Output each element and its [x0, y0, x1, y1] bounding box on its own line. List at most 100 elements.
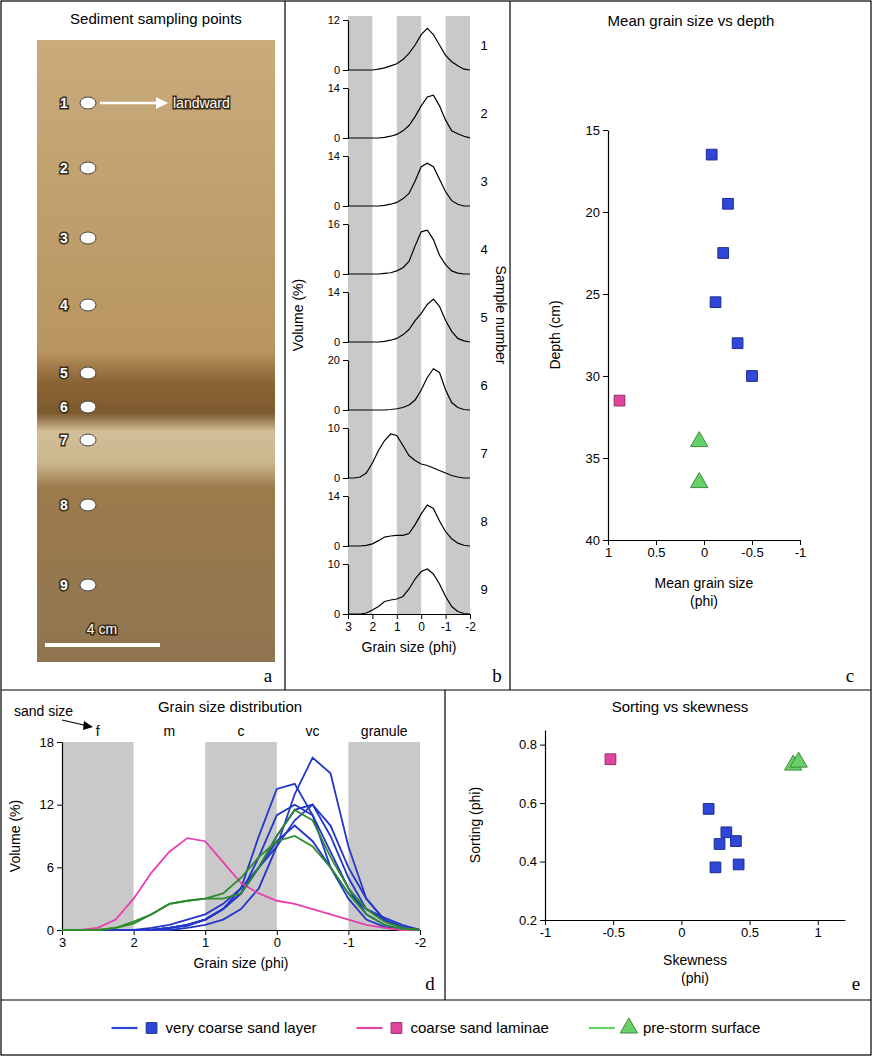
tick-mark [343, 70, 348, 71]
tick: -1 [343, 930, 355, 950]
marker [718, 248, 729, 259]
tick-mark [343, 564, 348, 565]
axis-line [608, 131, 609, 541]
tick-label: 35 [586, 451, 600, 466]
tick: 0 [334, 64, 348, 76]
distribution-line [348, 230, 470, 274]
tick-mark [603, 376, 608, 377]
tick: 0 [334, 608, 348, 620]
marker [691, 473, 708, 488]
panel-letter: a [264, 665, 273, 686]
panel-e: Sorting vs skewness0.20.40.60.8-1-0.500.… [467, 698, 860, 994]
tick-label: 1 [815, 925, 822, 940]
tick-mark [343, 546, 348, 547]
sampling-point [80, 434, 96, 446]
distribution-line [348, 369, 470, 410]
axis-title: Grain size (phi) [362, 639, 457, 655]
tick: 0 [334, 404, 348, 416]
tick-label: 0 [47, 923, 54, 938]
sample-label: 8 [60, 497, 68, 513]
legend-label: pre-storm surface [643, 1019, 761, 1036]
legend-item: pre-storm surface [589, 1018, 761, 1036]
distribution-line [62, 826, 420, 930]
sample-number: 7 [480, 446, 487, 461]
plot-area [348, 505, 470, 546]
tick-label: 14 [328, 150, 340, 162]
shaded-band [446, 16, 470, 614]
sampling-point [80, 97, 96, 109]
axis-line [348, 225, 349, 275]
tick: -1 [441, 614, 452, 634]
panel-letter: b [492, 665, 502, 686]
tick: 0 [334, 336, 348, 348]
divider [284, 1, 285, 690]
distribution-line [62, 805, 420, 930]
panel-title: Sediment sampling points [70, 10, 242, 27]
tick-label: 6 [47, 860, 54, 875]
y-axis: 0 12 [328, 14, 349, 76]
tick-label: 0.5 [741, 925, 759, 940]
plot-area [348, 163, 470, 206]
sample-label: 5 [60, 365, 68, 381]
tick: 0 [334, 200, 348, 212]
tick: -1 [795, 540, 807, 560]
distribution-line [348, 163, 470, 206]
tick-label: 0 [334, 472, 340, 484]
marker [723, 198, 734, 209]
tick: -2 [465, 614, 476, 634]
distribution-line [348, 434, 470, 478]
tick-label: 0 [678, 925, 685, 940]
sample-number: 3 [480, 174, 487, 189]
tick: 14 [328, 490, 348, 502]
tick-mark [540, 862, 545, 863]
tick: 0 [418, 614, 425, 634]
tick: 0 [274, 930, 281, 950]
divider [1, 689, 871, 690]
y-axis: 0 20 [328, 354, 349, 416]
tick-mark [603, 540, 608, 541]
axis-title: Mean grain size(phi) [655, 575, 754, 609]
tick-label: 0 [334, 132, 340, 144]
marker [710, 862, 721, 873]
sampling-point [80, 299, 96, 311]
plot-area [348, 299, 470, 342]
panel-title: Mean grain size vs depth [608, 12, 775, 29]
plot-area [614, 149, 757, 487]
distribution-line [348, 28, 470, 70]
marker [790, 752, 807, 767]
tick: 0.4 [519, 854, 545, 869]
tick-label: -0.5 [602, 925, 624, 940]
axis-line [348, 89, 349, 139]
tick-mark [540, 803, 545, 804]
tick-label: -2 [415, 935, 427, 950]
tick: 0 [334, 268, 348, 280]
distribution-line [62, 836, 420, 930]
tick: 14 [328, 150, 348, 162]
panel-frames [1, 1, 871, 1055]
tick: 20 [328, 354, 348, 366]
tick-label: 30 [586, 369, 600, 384]
axis-line [348, 565, 349, 615]
tick-mark [57, 930, 62, 931]
tick-label: 10 [328, 422, 340, 434]
tick: 14 [328, 286, 348, 298]
tick-label: 3 [345, 620, 352, 634]
panel-letter: c [846, 665, 854, 686]
tick-mark [343, 428, 348, 429]
tick-mark [603, 212, 608, 213]
panel-letter: e [852, 973, 860, 994]
tick: 12 [328, 14, 348, 26]
tick-label: 0 [334, 336, 340, 348]
marker [706, 149, 717, 160]
tick-label: 0 [701, 545, 708, 560]
sample-number: 5 [480, 310, 487, 325]
panel-title: Sorting vs skewness [612, 698, 749, 715]
tick: 12 [40, 797, 62, 812]
sampling-point [80, 401, 96, 413]
legend-line [356, 1027, 382, 1029]
tick-label: 0 [334, 608, 340, 620]
tick-mark [446, 614, 447, 619]
tick-mark [343, 360, 348, 361]
marker [731, 836, 742, 847]
size-class-label: granule [361, 723, 408, 739]
